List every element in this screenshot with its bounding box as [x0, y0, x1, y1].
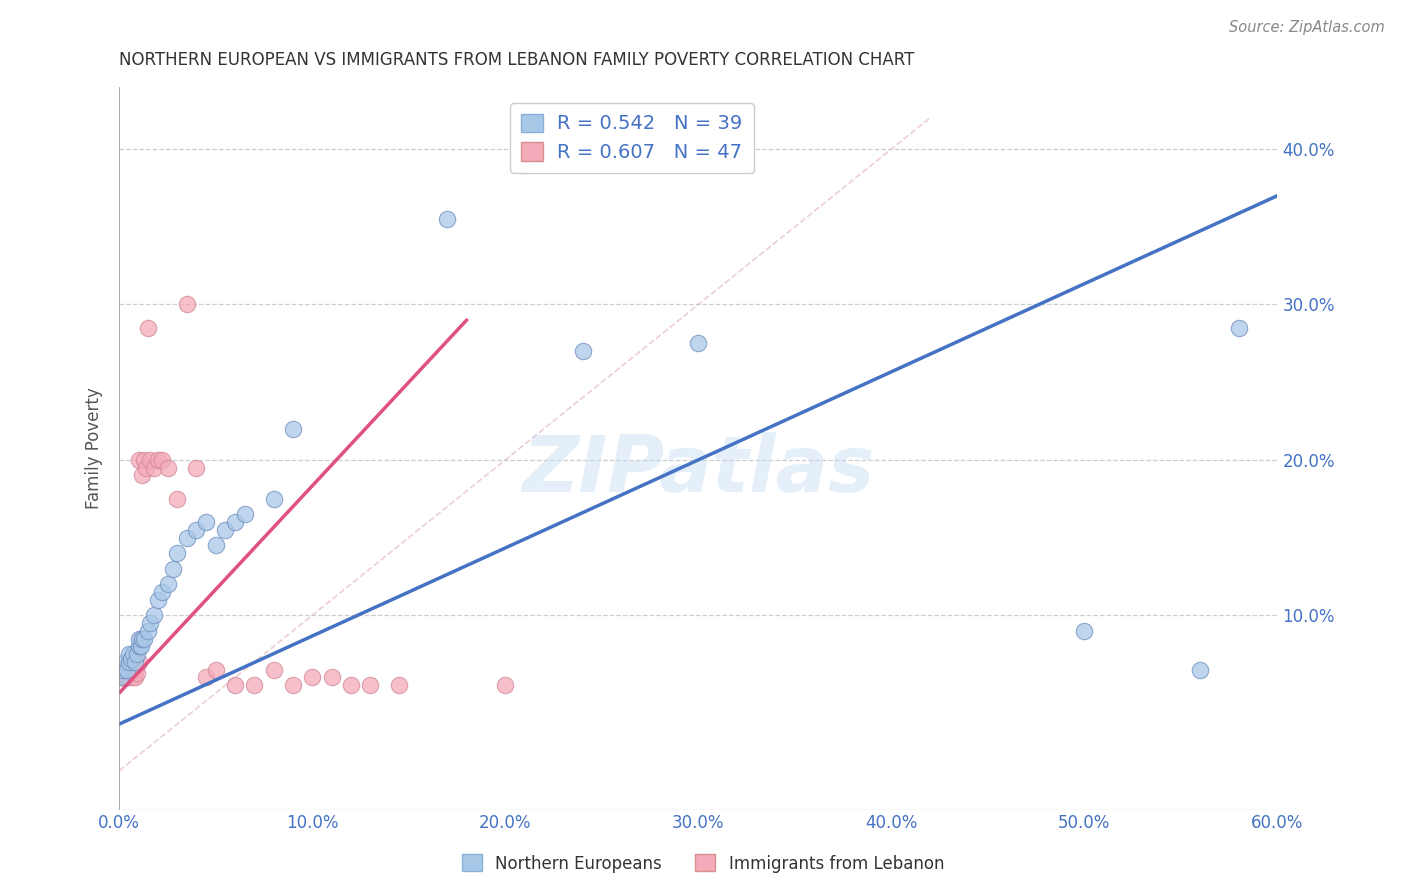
- Point: [1227, 320, 1250, 334]
- Point: [186, 460, 208, 475]
- Point: [143, 608, 166, 623]
- Point: [494, 678, 516, 692]
- Point: [243, 678, 266, 692]
- Point: [118, 647, 141, 661]
- Point: [120, 665, 142, 680]
- Point: [281, 678, 304, 692]
- Point: [129, 632, 152, 646]
- Point: [150, 585, 173, 599]
- Point: [118, 663, 141, 677]
- Point: [143, 460, 166, 475]
- Point: [110, 663, 132, 677]
- Point: [204, 663, 226, 677]
- Point: [121, 663, 143, 677]
- Point: [124, 663, 146, 677]
- Point: [146, 453, 169, 467]
- Point: [114, 663, 136, 677]
- Point: [156, 460, 179, 475]
- Point: [110, 670, 132, 684]
- Point: [204, 538, 226, 552]
- Point: [388, 678, 411, 692]
- Point: [281, 422, 304, 436]
- Point: [131, 632, 153, 646]
- Point: [128, 640, 150, 654]
- Point: [114, 655, 136, 669]
- Point: [195, 515, 218, 529]
- Point: [124, 670, 146, 684]
- Point: [176, 297, 198, 311]
- Point: [110, 670, 132, 684]
- Point: [359, 678, 381, 692]
- Point: [146, 592, 169, 607]
- Point: [263, 491, 285, 506]
- Point: [125, 665, 148, 680]
- Point: [1073, 624, 1095, 638]
- Point: [128, 655, 150, 669]
- Point: [139, 615, 162, 630]
- Point: [301, 670, 323, 684]
- Text: Source: ZipAtlas.com: Source: ZipAtlas.com: [1229, 20, 1385, 35]
- Text: NORTHERN EUROPEAN VS IMMIGRANTS FROM LEBANON FAMILY POVERTY CORRELATION CHART: NORTHERN EUROPEAN VS IMMIGRANTS FROM LEB…: [120, 51, 915, 69]
- Point: [125, 647, 148, 661]
- Point: [195, 670, 218, 684]
- Point: [233, 508, 256, 522]
- Point: [321, 670, 343, 684]
- Point: [135, 460, 157, 475]
- Point: [112, 670, 135, 684]
- Y-axis label: Family Poverty: Family Poverty: [86, 387, 103, 509]
- Point: [688, 336, 710, 351]
- Point: [121, 658, 143, 673]
- Point: [214, 523, 236, 537]
- Point: [224, 515, 246, 529]
- Point: [150, 453, 173, 467]
- Legend: Northern Europeans, Immigrants from Lebanon: Northern Europeans, Immigrants from Leba…: [456, 847, 950, 880]
- Point: [115, 663, 138, 677]
- Point: [136, 624, 159, 638]
- Point: [176, 531, 198, 545]
- Point: [114, 670, 136, 684]
- Point: [340, 678, 363, 692]
- Point: [118, 670, 141, 684]
- Point: [121, 670, 143, 684]
- Point: [166, 546, 188, 560]
- Point: [118, 655, 141, 669]
- Point: [129, 640, 152, 654]
- Point: [124, 655, 146, 669]
- Point: [513, 158, 536, 172]
- Point: [121, 647, 143, 661]
- Point: [115, 670, 138, 684]
- Point: [139, 453, 162, 467]
- Point: [120, 652, 142, 666]
- Point: [134, 632, 156, 646]
- Point: [120, 658, 142, 673]
- Point: [114, 667, 136, 681]
- Point: [156, 577, 179, 591]
- Point: [134, 453, 156, 467]
- Point: [162, 562, 184, 576]
- Point: [128, 453, 150, 467]
- Point: [186, 523, 208, 537]
- Point: [112, 663, 135, 677]
- Point: [131, 468, 153, 483]
- Point: [1189, 663, 1212, 677]
- Legend: R = 0.542   N = 39, R = 0.607   N = 47: R = 0.542 N = 39, R = 0.607 N = 47: [510, 103, 754, 172]
- Point: [118, 655, 141, 669]
- Point: [436, 212, 458, 227]
- Point: [263, 663, 285, 677]
- Point: [224, 678, 246, 692]
- Point: [571, 344, 593, 359]
- Point: [166, 491, 188, 506]
- Point: [136, 320, 159, 334]
- Point: [112, 663, 135, 677]
- Point: [128, 632, 150, 646]
- Point: [115, 663, 138, 677]
- Text: ZIPatlas: ZIPatlas: [522, 432, 875, 508]
